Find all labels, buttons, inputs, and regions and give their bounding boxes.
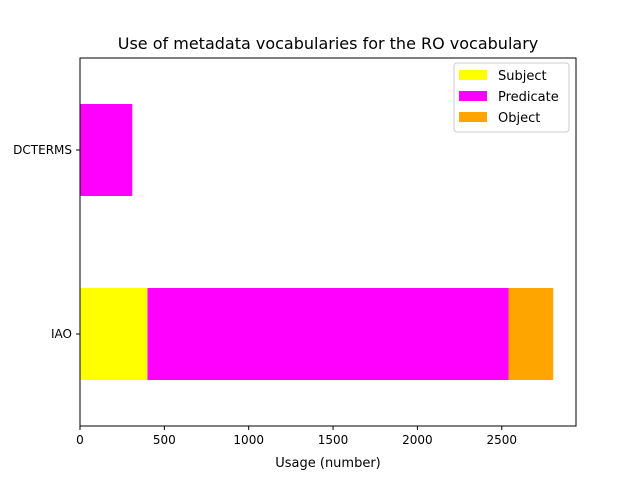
y-axis-ticks: IAO DCTERMS [13, 143, 80, 341]
x-tick-label: 0 [76, 433, 84, 447]
legend-swatch-object [459, 112, 487, 122]
x-tick-label: 1000 [233, 433, 264, 447]
x-axis-ticks: 0 500 1000 1500 2000 2500 [76, 426, 517, 447]
bars-group [80, 104, 554, 380]
x-tick-label: 1500 [318, 433, 349, 447]
legend-swatch-subject [459, 70, 487, 80]
x-tick-label: 500 [153, 433, 176, 447]
x-tick-label: 2000 [402, 433, 433, 447]
legend-label-predicate: Predicate [498, 90, 559, 105]
legend-label-object: Object [498, 111, 540, 126]
bar-iao-subject [80, 288, 148, 380]
legend-label-subject: Subject [498, 69, 547, 84]
bar-dcterms-predicate [80, 104, 133, 196]
chart-title: Use of metadata vocabularies for the RO … [118, 34, 539, 53]
bar-iao-object [508, 288, 554, 380]
y-tick-label: IAO [51, 327, 72, 341]
legend-swatch-predicate [459, 91, 487, 101]
x-tick-label: 2500 [486, 433, 517, 447]
legend: Subject Predicate Object [453, 62, 570, 133]
plot-frame [79, 57, 577, 427]
x-axis-label: Usage (number) [275, 456, 381, 471]
bar-iao-predicate [147, 288, 509, 380]
y-tick-label: DCTERMS [13, 143, 72, 157]
